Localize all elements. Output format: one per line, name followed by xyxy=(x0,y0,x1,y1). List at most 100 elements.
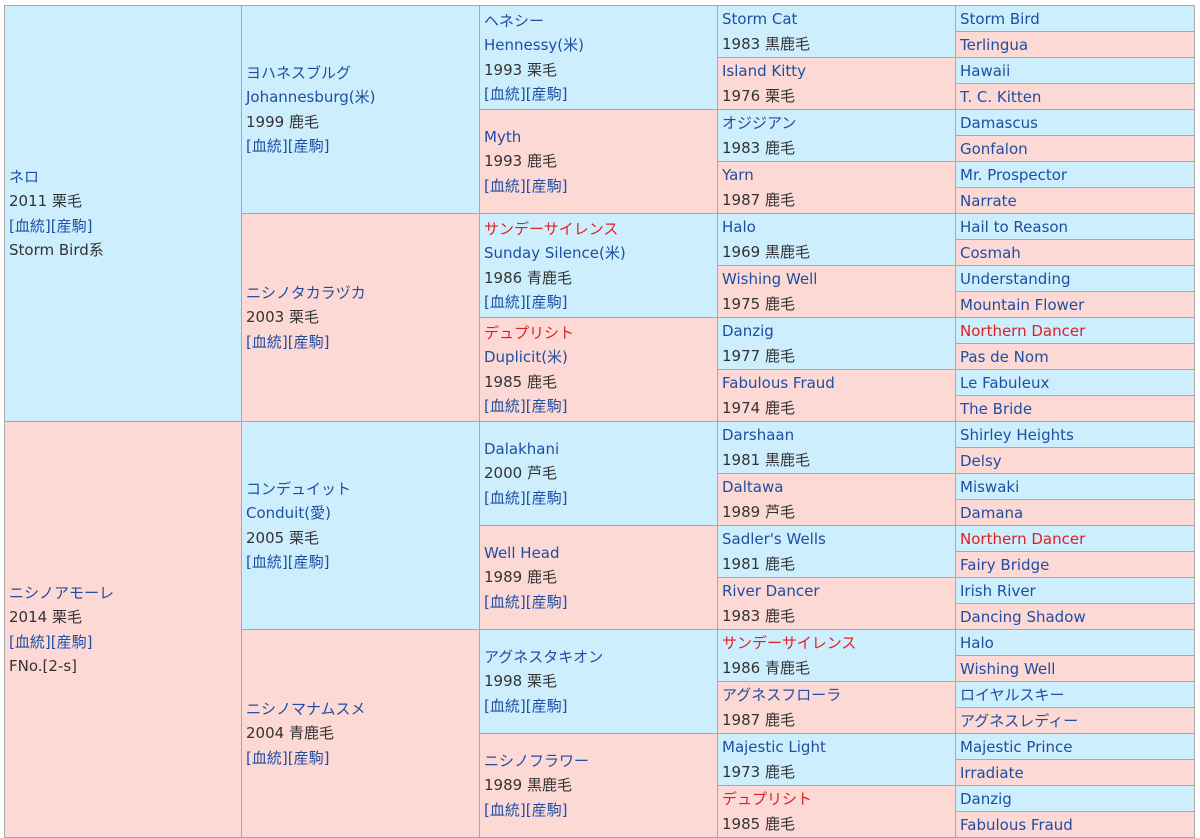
horse-name[interactable]: ニシノフラワー xyxy=(484,751,590,770)
horse-name[interactable]: Irradiate xyxy=(960,763,1024,782)
offspring-link[interactable]: [産駒] xyxy=(525,488,568,507)
horse-name[interactable]: Shirley Heights xyxy=(960,425,1074,444)
pedigree-row: Cosmah xyxy=(5,239,1195,266)
bloodline-link[interactable]: [血統] xyxy=(484,176,526,195)
horse-name[interactable]: サンデーサイレンス xyxy=(484,219,619,238)
horse-name[interactable]: Fabulous Fraud xyxy=(722,374,835,392)
offspring-link[interactable]: [産駒] xyxy=(525,293,568,311)
pedigree-cell-gen5: Hail to Reason xyxy=(955,213,1195,240)
horse-name[interactable]: Gonfalon xyxy=(960,139,1028,158)
horse-detail: 2000 芦毛 xyxy=(484,464,557,483)
horse-name[interactable]: サンデーサイレンス xyxy=(722,634,857,652)
offspring-link[interactable]: [産駒] xyxy=(287,332,330,351)
bloodline-link[interactable]: [血統] xyxy=(246,748,288,767)
horse-name[interactable]: ヘネシー xyxy=(484,11,545,30)
horse-name[interactable]: コンデュイット xyxy=(246,479,352,498)
horse-name[interactable]: アグネスタキオン xyxy=(484,647,604,666)
horse-name[interactable]: アグネスフローラ xyxy=(722,686,842,704)
horse-alt-name[interactable]: Hennessy(米) xyxy=(484,36,584,54)
horse-name[interactable]: Damana xyxy=(960,503,1024,522)
bloodline-link[interactable]: [血統] xyxy=(484,85,526,103)
horse-name[interactable]: Pas de Nom xyxy=(960,347,1049,366)
bloodline-link[interactable]: [血統] xyxy=(484,592,526,611)
horse-name[interactable]: Sadler's Wells xyxy=(722,530,826,548)
horse-name[interactable]: Dalakhani xyxy=(484,439,560,458)
horse-name[interactable]: Fabulous Fraud xyxy=(960,815,1073,834)
horse-name[interactable]: Hawaii xyxy=(960,61,1011,80)
horse-name[interactable]: Mr. Prospector xyxy=(960,165,1068,184)
horse-name[interactable]: Majestic Prince xyxy=(960,737,1073,756)
horse-name[interactable]: Dancing Shadow xyxy=(960,607,1086,626)
horse-name[interactable]: Miswaki xyxy=(960,477,1020,496)
horse-name[interactable]: Halo xyxy=(960,633,994,652)
horse-name[interactable]: Island Kitty xyxy=(722,62,807,80)
horse-name[interactable]: Cosmah xyxy=(960,243,1021,262)
offspring-link[interactable]: [産駒] xyxy=(50,216,93,235)
horse-name[interactable]: Yarn xyxy=(722,166,754,184)
horse-name[interactable]: Understanding xyxy=(960,269,1071,288)
horse-name[interactable]: Wishing Well xyxy=(722,270,818,288)
horse-name[interactable]: Well Head xyxy=(484,543,560,562)
offspring-link[interactable]: [産駒] xyxy=(525,176,568,195)
horse-name[interactable]: The Bride xyxy=(960,399,1033,418)
horse-name[interactable]: ニシノタカラヅカ xyxy=(246,283,366,302)
horse-name[interactable]: ヨハネスブルグ xyxy=(246,63,352,82)
horse-name[interactable]: Hail to Reason xyxy=(960,217,1069,236)
horse-name[interactable]: Halo xyxy=(722,218,756,236)
horse-name[interactable]: Mountain Flower xyxy=(960,295,1085,314)
horse-name[interactable]: オジジアン xyxy=(722,114,797,132)
bloodline-link[interactable]: [血統] xyxy=(246,332,288,351)
offspring-link[interactable]: [産駒] xyxy=(525,397,568,415)
bloodline-link[interactable]: [血統] xyxy=(246,137,288,155)
horse-name[interactable]: Le Fabuleux xyxy=(960,373,1050,392)
horse-name[interactable]: Terlingua xyxy=(960,35,1029,54)
horse-name[interactable]: Irish River xyxy=(960,581,1036,600)
horse-name[interactable]: ニシノアモーレ xyxy=(9,583,115,602)
offspring-link[interactable]: [産駒] xyxy=(525,800,568,819)
bloodline-link[interactable]: [血統] xyxy=(484,293,526,311)
horse-name[interactable]: River Dancer xyxy=(722,582,820,600)
horse-name[interactable]: Narrate xyxy=(960,191,1017,210)
offspring-link[interactable]: [産駒] xyxy=(50,632,93,651)
horse-name[interactable]: Wishing Well xyxy=(960,659,1056,678)
horse-detail: 1985 鹿毛 xyxy=(484,372,557,391)
horse-name[interactable]: アグネスレディー xyxy=(960,711,1079,730)
horse-name[interactable]: Danzig xyxy=(722,322,774,340)
horse-name[interactable]: ニシノマナムスメ xyxy=(246,699,366,718)
horse-name[interactable]: デュプリシト xyxy=(722,790,813,808)
horse-alt-name[interactable]: Sunday Silence(米) xyxy=(484,244,626,262)
bloodline-link[interactable]: [血統] xyxy=(484,397,526,415)
horse-name[interactable]: Darshaan xyxy=(722,426,795,444)
offspring-link[interactable]: [産駒] xyxy=(525,696,568,715)
offspring-link[interactable]: [産駒] xyxy=(287,553,330,571)
horse-name[interactable]: Myth xyxy=(484,127,522,146)
bloodline-link[interactable]: [血統] xyxy=(9,216,51,235)
horse-name[interactable]: Storm Bird xyxy=(960,9,1040,28)
horse-name[interactable]: Fairy Bridge xyxy=(960,555,1050,574)
offspring-link[interactable]: [産駒] xyxy=(525,85,568,103)
horse-name[interactable]: Daltawa xyxy=(722,478,784,496)
horse-name[interactable]: ロイヤルスキー xyxy=(960,685,1065,704)
horse-name[interactable]: T. C. Kitten xyxy=(960,87,1042,106)
offspring-link[interactable]: [産駒] xyxy=(287,748,330,767)
bloodline-link[interactable]: [血統] xyxy=(484,488,526,507)
horse-name[interactable]: Damascus xyxy=(960,113,1038,132)
bloodline-link[interactable]: [血統] xyxy=(484,696,526,715)
horse-detail: 1989 芦毛 xyxy=(722,502,795,521)
horse-alt-name[interactable]: Conduit(愛) xyxy=(246,504,331,522)
horse-name[interactable]: Northern Dancer xyxy=(960,321,1086,340)
offspring-link[interactable]: [産駒] xyxy=(525,592,568,611)
horse-name[interactable]: デュプリシト xyxy=(484,323,575,342)
horse-name[interactable]: Delsy xyxy=(960,451,1002,470)
horse-name[interactable]: ネロ xyxy=(9,167,40,186)
offspring-link[interactable]: [産駒] xyxy=(287,137,330,155)
bloodline-link[interactable]: [血統] xyxy=(246,553,288,571)
horse-alt-name[interactable]: Duplicit(米) xyxy=(484,348,568,366)
horse-name[interactable]: Danzig xyxy=(960,789,1012,808)
bloodline-link[interactable]: [血統] xyxy=(484,800,526,819)
horse-name[interactable]: Storm Cat xyxy=(722,10,798,28)
horse-alt-name[interactable]: Johannesburg(米) xyxy=(246,88,376,106)
horse-name[interactable]: Majestic Light xyxy=(722,738,826,756)
bloodline-link[interactable]: [血統] xyxy=(9,632,51,651)
horse-name[interactable]: Northern Dancer xyxy=(960,529,1086,548)
